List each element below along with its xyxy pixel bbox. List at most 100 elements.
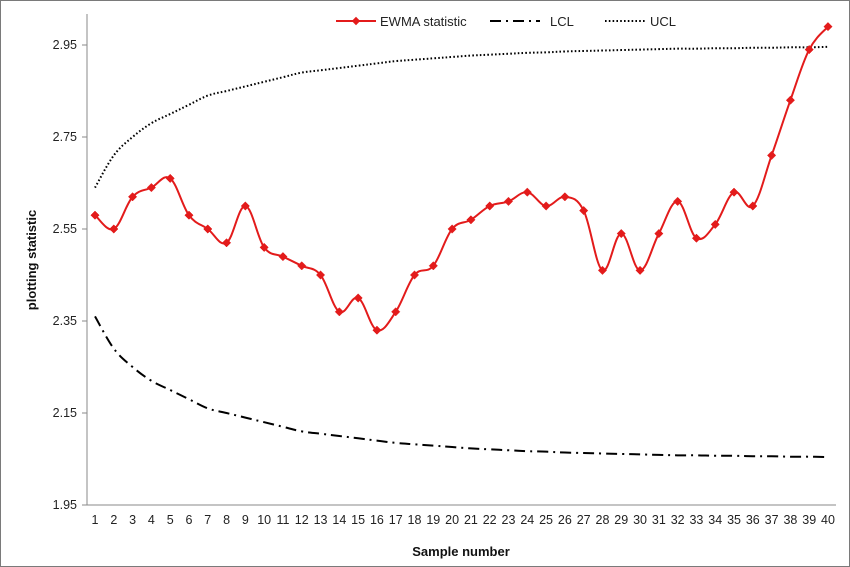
y-tick-label: 2.35 — [53, 314, 77, 328]
x-axis-title: Sample number — [412, 544, 510, 559]
data-point-ewma-statistic — [691, 233, 701, 243]
data-point-ewma-statistic — [635, 265, 645, 275]
data-point-ewma-statistic — [203, 224, 213, 234]
x-tick-label: 23 — [502, 513, 516, 527]
x-tick-label: 5 — [167, 513, 174, 527]
data-point-ewma-statistic — [165, 173, 175, 183]
x-tick-label: 29 — [614, 513, 628, 527]
data-point-ewma-statistic — [353, 293, 363, 303]
data-point-ewma-statistic — [579, 206, 589, 216]
data-point-ewma-statistic — [259, 242, 269, 252]
data-point-ewma-statistic — [184, 210, 194, 220]
y-tick-label: 1.95 — [53, 498, 77, 512]
x-tick-label: 26 — [558, 513, 572, 527]
legend-marker-ewma-statistic — [351, 16, 361, 26]
x-tick-label: 4 — [148, 513, 155, 527]
legend: EWMA statistic LCL UCL — [336, 14, 676, 29]
x-tick-label: 32 — [671, 513, 685, 527]
x-tick-label: 37 — [765, 513, 779, 527]
x-tick-label: 19 — [426, 513, 440, 527]
data-point-ewma-statistic — [409, 270, 420, 280]
y-axis-ticks: 1.95 2.15 2.35 2.55 2.75 2.95 — [53, 38, 87, 512]
x-tick-label: 36 — [746, 513, 760, 527]
series-line-ucl — [94, 45, 829, 189]
x-tick-label: 39 — [802, 513, 816, 527]
data-point-ewma-statistic — [428, 261, 438, 271]
x-tick-label: 9 — [242, 513, 249, 527]
data-point-ewma-statistic — [804, 45, 814, 55]
x-tick-label: 34 — [708, 513, 722, 527]
x-tick-label: 24 — [520, 513, 534, 527]
data-point-ewma-statistic — [297, 261, 307, 271]
x-tick-label: 8 — [223, 513, 230, 527]
data-point-ewma-statistic — [315, 270, 326, 280]
x-tick-label: 38 — [783, 513, 797, 527]
x-tick-label: 18 — [408, 513, 422, 527]
data-point-ewma-statistic — [767, 150, 777, 160]
data-point-ewma-statistic — [485, 201, 495, 211]
data-point-ewma-statistic — [372, 325, 382, 335]
x-axis-ticks: 1 2 3 4 5 6 7 8 9 10 11 12 13 14 15 16 17 18 19 20 21 22 23 24 2… — [92, 513, 835, 527]
data-point-ewma-statistic — [597, 265, 608, 275]
x-tick-label: 17 — [389, 513, 403, 527]
series-line-lcl — [94, 315, 829, 459]
y-tick-label: 2.15 — [53, 406, 77, 420]
y-tick-label: 2.95 — [53, 38, 77, 52]
data-point-ewma-statistic — [748, 201, 758, 211]
x-tick-label: 7 — [204, 513, 211, 527]
data-point-ewma-statistic — [503, 196, 514, 206]
data-point-ewma-statistic — [466, 215, 476, 225]
x-tick-label: 10 — [257, 513, 271, 527]
data-point-ewma-statistic — [90, 210, 100, 220]
x-tick-label: 40 — [821, 513, 835, 527]
data-point-ewma-statistic — [128, 192, 138, 202]
x-tick-label: 31 — [652, 513, 666, 527]
data-point-ewma-statistic — [391, 307, 401, 317]
data-point-ewma-statistic — [654, 229, 664, 239]
x-tick-label: 12 — [295, 513, 309, 527]
x-tick-label: 1 — [92, 513, 99, 527]
x-tick-label: 2 — [110, 513, 117, 527]
data-point-ewma-statistic — [447, 224, 457, 234]
data-point-ewma-statistic — [729, 187, 739, 197]
x-tick-label: 22 — [483, 513, 497, 527]
legend-label-lcl: LCL — [550, 14, 574, 29]
legend-label-ucl: UCL — [650, 14, 676, 29]
data-point-ewma-statistic — [278, 252, 288, 262]
data-point-ewma-statistic — [710, 219, 720, 229]
data-point-ewma-statistic — [785, 95, 795, 105]
data-point-ewma-statistic — [109, 224, 119, 234]
x-tick-label: 28 — [596, 513, 610, 527]
data-point-ewma-statistic — [522, 187, 532, 197]
x-tick-label: 27 — [577, 513, 591, 527]
data-point-ewma-statistic — [541, 201, 551, 211]
data-point-ewma-statistic — [334, 307, 344, 317]
x-tick-label: 33 — [689, 513, 703, 527]
y-tick-label: 2.55 — [53, 222, 77, 236]
x-tick-label: 3 — [129, 513, 136, 527]
y-axis-title: plotting statistic — [24, 210, 39, 310]
data-point-ewma-statistic — [616, 229, 626, 239]
x-tick-label: 21 — [464, 513, 478, 527]
x-tick-label: 16 — [370, 513, 384, 527]
x-tick-label: 14 — [332, 513, 346, 527]
data-point-ewma-statistic — [146, 183, 156, 193]
legend-label-ewma-statistic: EWMA statistic — [380, 14, 467, 29]
data-point-ewma-statistic — [222, 238, 232, 248]
x-tick-label: 11 — [276, 513, 289, 527]
x-tick-label: 20 — [445, 513, 459, 527]
x-tick-label: 15 — [351, 513, 365, 527]
x-tick-label: 35 — [727, 513, 741, 527]
x-tick-label: 30 — [633, 513, 647, 527]
data-point-ewma-statistic — [673, 196, 683, 206]
x-tick-label: 25 — [539, 513, 553, 527]
x-tick-label: 6 — [185, 513, 192, 527]
data-point-ewma-statistic — [560, 192, 570, 202]
data-point-ewma-statistic — [823, 22, 833, 32]
series-line-ewma-statistic — [94, 25, 829, 332]
series-layer — [90, 22, 833, 459]
data-point-ewma-statistic — [240, 201, 250, 211]
x-tick-label: 13 — [314, 513, 328, 527]
